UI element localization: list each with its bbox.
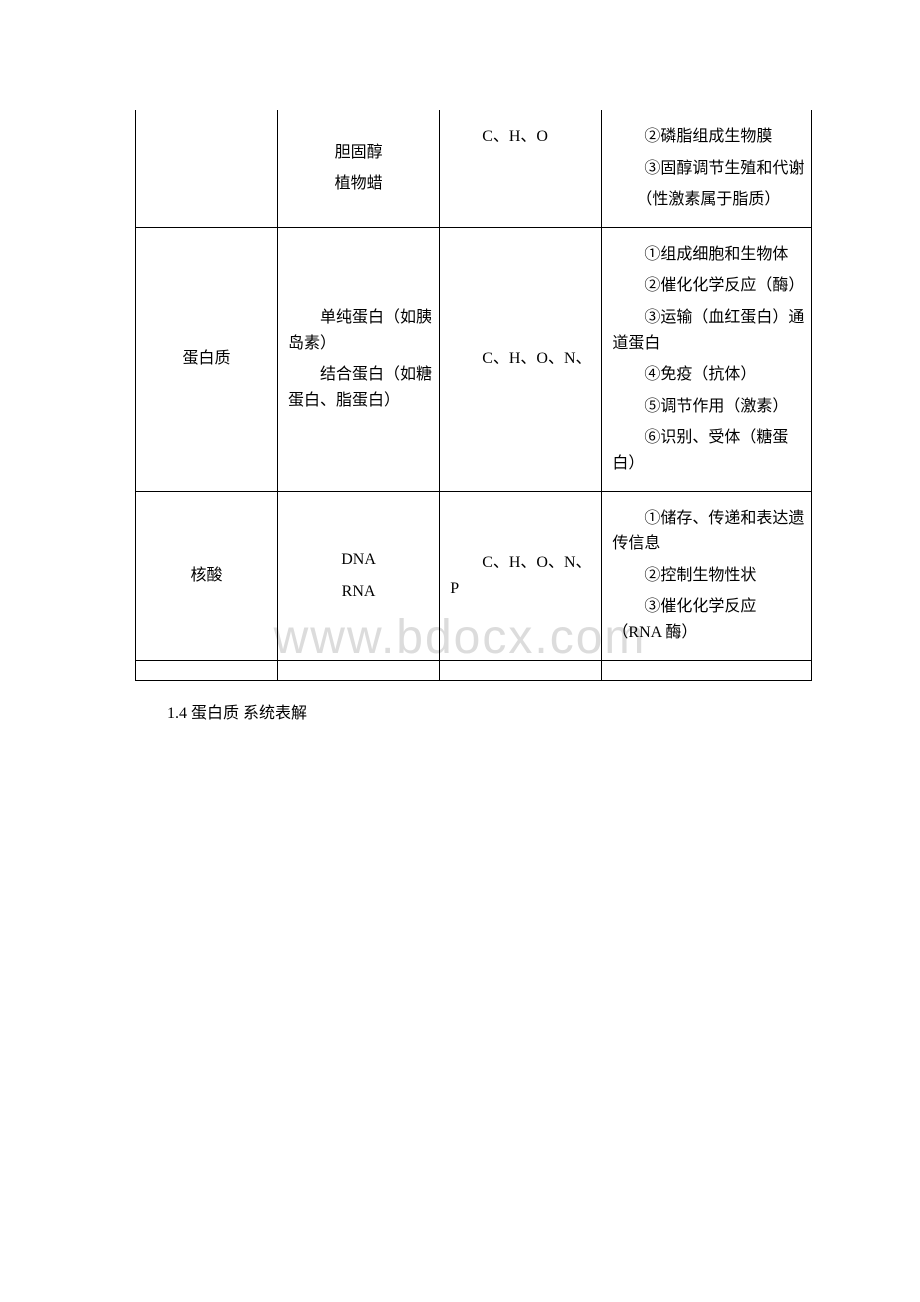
cell-row0-col2: C、H、O — [440, 110, 602, 227]
cell-text: 植物蜡 — [282, 171, 435, 197]
footer-heading: 1.4 蛋白质 系统表解 — [135, 699, 812, 723]
empty-cell — [136, 660, 278, 680]
cell-row2-col1: DNA RNA — [277, 491, 439, 660]
cell-text: C、H、O — [450, 124, 595, 150]
cell-text: DNA — [282, 547, 435, 573]
empty-cell — [440, 660, 602, 680]
cell-row1-col0: 蛋白质 — [136, 227, 278, 491]
table-row: 核酸 DNA RNA C、H、O、N、P ①储存、传递和表达遗传信息 ②控制生物… — [136, 491, 812, 660]
table-row-empty — [136, 660, 812, 680]
cell-text: ①组成细胞和生物体 — [612, 242, 805, 268]
empty-cell — [277, 660, 439, 680]
cell-text: 胆固醇 — [282, 140, 435, 166]
cell-row1-col3: ①组成细胞和生物体 ②催化化学反应（酶） ③运输（血红蛋白）通道蛋白 ④免疫（抗… — [602, 227, 812, 491]
cell-text: ⑤调节作用（激素） — [612, 394, 805, 420]
cell-text: ④免疫（抗体） — [612, 362, 805, 388]
cell-row0-col3: ②磷脂组成生物膜 ③固醇调节生殖和代谢 （性激素属于脂质） — [602, 110, 812, 227]
cell-text: RNA — [282, 579, 435, 605]
empty-cell — [602, 660, 812, 680]
cell-text: ⑥识别、受体（糖蛋白） — [612, 425, 805, 476]
cell-row2-col0: 核酸 — [136, 491, 278, 660]
table-row: 胆固醇 植物蜡 C、H、O ②磷脂组成生物膜 ③固醇调节生殖和代谢 （性激素属于… — [136, 110, 812, 227]
cell-text: ③催化化学反应（RNA 酶） — [612, 594, 805, 645]
table-row: 蛋白质 单纯蛋白（如胰岛素） 结合蛋白（如糖蛋白、脂蛋白） C、H、O、N、 ①… — [136, 227, 812, 491]
main-table-container: 胆固醇 植物蜡 C、H、O ②磷脂组成生物膜 ③固醇调节生殖和代谢 （性激素属于… — [135, 110, 812, 681]
cell-text: ②磷脂组成生物膜 — [612, 124, 805, 150]
cell-row2-col3: ①储存、传递和表达遗传信息 ②控制生物性状 ③催化化学反应（RNA 酶） — [602, 491, 812, 660]
cell-row1-col1: 单纯蛋白（如胰岛素） 结合蛋白（如糖蛋白、脂蛋白） — [277, 227, 439, 491]
cell-text: ①储存、传递和表达遗传信息 — [612, 506, 805, 557]
cell-row0-col0 — [136, 110, 278, 227]
cell-text: ②催化化学反应（酶） — [612, 273, 805, 299]
main-table: 胆固醇 植物蜡 C、H、O ②磷脂组成生物膜 ③固醇调节生殖和代谢 （性激素属于… — [135, 110, 812, 681]
cell-text: 单纯蛋白（如胰岛素） — [288, 305, 433, 356]
document-content: 胆固醇 植物蜡 C、H、O ②磷脂组成生物膜 ③固醇调节生殖和代谢 （性激素属于… — [135, 110, 812, 723]
cell-text: ③固醇调节生殖和代谢 — [612, 156, 805, 182]
cell-text: ②控制生物性状 — [612, 563, 805, 589]
cell-text: C、H、O、N、 — [450, 346, 595, 372]
cell-text: C、H、O、N、P — [450, 550, 595, 601]
cell-text: 结合蛋白（如糖蛋白、脂蛋白） — [288, 362, 433, 413]
cell-text: （性激素属于脂质） — [612, 187, 805, 213]
cell-row1-col2: C、H、O、N、 — [440, 227, 602, 491]
cell-row2-col2: C、H、O、N、P — [440, 491, 602, 660]
cell-text: ③运输（血红蛋白）通道蛋白 — [612, 305, 805, 356]
cell-row0-col1: 胆固醇 植物蜡 — [277, 110, 439, 227]
